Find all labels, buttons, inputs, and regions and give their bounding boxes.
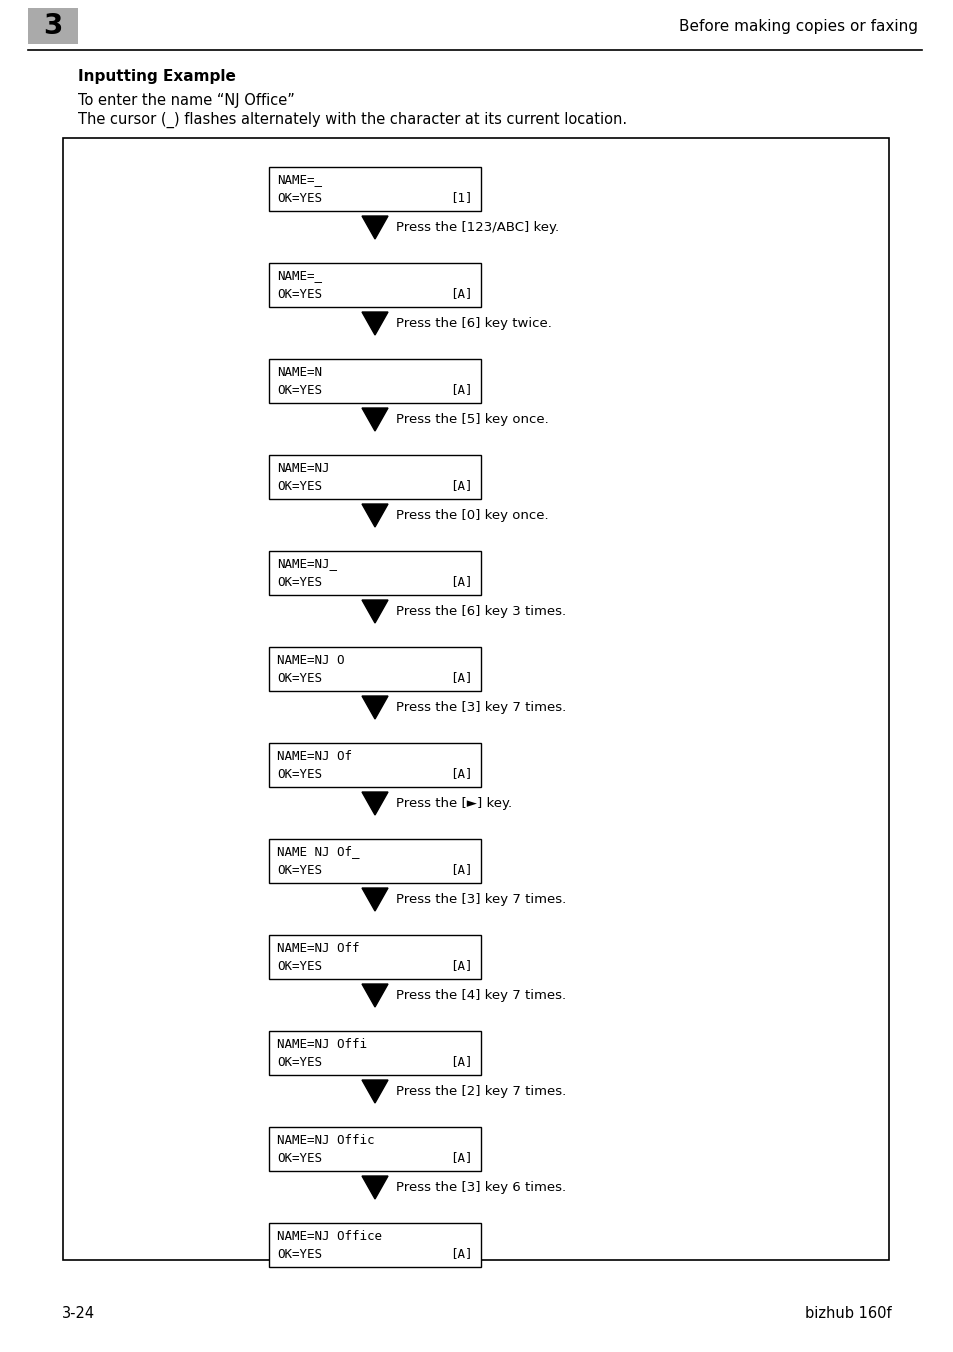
Text: OK=YES: OK=YES [276, 1248, 322, 1260]
Text: OK=YES: OK=YES [276, 288, 322, 300]
Polygon shape [361, 600, 388, 623]
Text: bizhub 160f: bizhub 160f [804, 1306, 891, 1321]
Text: NAME=NJ Office: NAME=NJ Office [276, 1229, 381, 1242]
Bar [63, 138, 888, 1260]
Text: Press the [3] key 6 times.: Press the [3] key 6 times. [395, 1182, 565, 1194]
Text: Press the [6] key 3 times.: Press the [6] key 3 times. [395, 604, 565, 618]
Text: Press the [5] key once.: Press the [5] key once. [395, 412, 548, 426]
Bar [269, 744, 480, 787]
Text: OK=YES: OK=YES [276, 384, 322, 396]
Text: [A]: [A] [450, 672, 473, 684]
Text: NAME=NJ Off: NAME=NJ Off [276, 941, 359, 955]
Bar [269, 456, 480, 499]
Bar [269, 936, 480, 979]
Text: OK=YES: OK=YES [276, 864, 322, 876]
Polygon shape [361, 696, 388, 719]
Text: OK=YES: OK=YES [276, 480, 322, 492]
Text: [A]: [A] [450, 864, 473, 876]
Polygon shape [361, 408, 388, 431]
Text: [1]: [1] [450, 192, 473, 204]
Text: [A]: [A] [450, 480, 473, 492]
Polygon shape [361, 504, 388, 527]
Text: NAME=NJ O: NAME=NJ O [276, 653, 344, 667]
Text: NAME=N: NAME=N [276, 365, 322, 379]
Polygon shape [361, 984, 388, 1007]
Text: Press the [►] key.: Press the [►] key. [395, 796, 512, 810]
Text: NAME=NJ: NAME=NJ [276, 461, 329, 475]
Bar [28, 8, 78, 45]
Text: 3-24: 3-24 [62, 1306, 95, 1321]
Text: NAME=NJ Offi: NAME=NJ Offi [276, 1037, 367, 1051]
Text: [A]: [A] [450, 1248, 473, 1260]
Text: Press the [4] key 7 times.: Press the [4] key 7 times. [395, 990, 565, 1002]
Bar [269, 1032, 480, 1075]
Text: OK=YES: OK=YES [276, 576, 322, 588]
Polygon shape [361, 312, 388, 335]
Bar [269, 168, 480, 211]
Text: Press the [3] key 7 times.: Press the [3] key 7 times. [395, 894, 566, 906]
Bar [269, 1224, 480, 1267]
Polygon shape [361, 792, 388, 815]
Text: Press the [2] key 7 times.: Press the [2] key 7 times. [395, 1086, 566, 1098]
Text: NAME=NJ Offic: NAME=NJ Offic [276, 1133, 375, 1146]
Text: Press the [3] key 7 times.: Press the [3] key 7 times. [395, 700, 566, 714]
Text: [A]: [A] [450, 960, 473, 972]
Text: 3: 3 [43, 12, 63, 41]
Text: OK=YES: OK=YES [276, 768, 322, 780]
Text: OK=YES: OK=YES [276, 672, 322, 684]
Text: Before making copies or faxing: Before making copies or faxing [679, 19, 917, 34]
Text: [A]: [A] [450, 1152, 473, 1164]
Polygon shape [361, 888, 388, 911]
Text: NAME=NJ_: NAME=NJ_ [276, 557, 336, 571]
Polygon shape [361, 1176, 388, 1199]
Bar [269, 360, 480, 403]
Text: OK=YES: OK=YES [276, 192, 322, 204]
Bar [269, 552, 480, 595]
Text: [A]: [A] [450, 1056, 473, 1068]
Text: [A]: [A] [450, 576, 473, 588]
Text: NAME=_: NAME=_ [276, 173, 322, 187]
Text: OK=YES: OK=YES [276, 1056, 322, 1068]
Text: Press the [0] key once.: Press the [0] key once. [395, 508, 548, 522]
Text: NAME NJ Of_: NAME NJ Of_ [276, 845, 359, 859]
Polygon shape [361, 1080, 388, 1103]
Text: OK=YES: OK=YES [276, 960, 322, 972]
Bar [269, 648, 480, 691]
Text: Press the [6] key twice.: Press the [6] key twice. [395, 316, 551, 330]
Text: [A]: [A] [450, 768, 473, 780]
Bar [269, 264, 480, 307]
Text: OK=YES: OK=YES [276, 1152, 322, 1164]
Text: NAME=NJ Of: NAME=NJ Of [276, 749, 352, 763]
Bar [269, 840, 480, 883]
Text: [A]: [A] [450, 384, 473, 396]
Text: The cursor (_) flashes alternately with the character at its current location.: The cursor (_) flashes alternately with … [78, 112, 626, 128]
Text: Press the [123/ABC] key.: Press the [123/ABC] key. [395, 220, 558, 234]
Text: [A]: [A] [450, 288, 473, 300]
Text: Inputting Example: Inputting Example [78, 69, 235, 84]
Bar [269, 1128, 480, 1171]
Text: NAME=_: NAME=_ [276, 269, 322, 283]
Polygon shape [361, 216, 388, 239]
Text: To enter the name “NJ Office”: To enter the name “NJ Office” [78, 92, 294, 108]
